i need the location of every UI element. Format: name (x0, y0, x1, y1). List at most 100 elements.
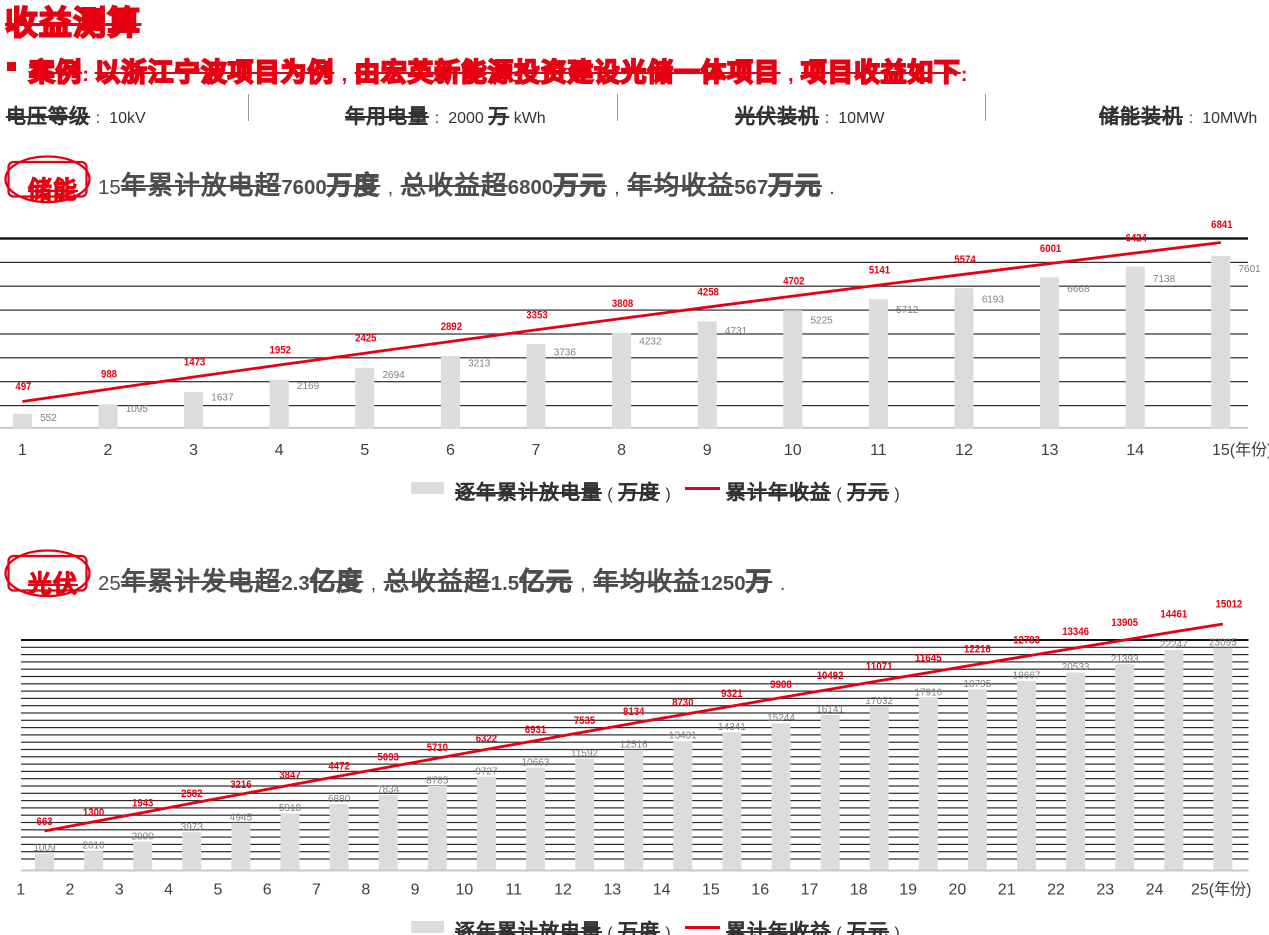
svg-text:3808: 3808 (612, 298, 633, 310)
svg-text:1473: 1473 (184, 357, 205, 369)
svg-text:22: 22 (1047, 882, 1065, 899)
svg-text:1: 1 (18, 442, 27, 459)
svg-text:9: 9 (703, 442, 712, 459)
svg-text:8785: 8785 (426, 775, 449, 786)
svg-text:8: 8 (361, 882, 370, 899)
svg-text:3847: 3847 (279, 770, 300, 782)
svg-text:6322: 6322 (476, 733, 497, 745)
svg-text:8: 8 (617, 442, 626, 459)
svg-text:11071: 11071 (866, 661, 893, 673)
svg-text:14: 14 (1126, 442, 1144, 459)
svg-text:497: 497 (15, 381, 31, 393)
svg-text:18795: 18795 (963, 679, 991, 690)
svg-text:13: 13 (1041, 442, 1059, 459)
svg-text:1637: 1637 (211, 393, 234, 404)
svg-text:24: 24 (1146, 882, 1164, 899)
svg-text:16141: 16141 (816, 705, 844, 716)
svg-text:5: 5 (213, 882, 222, 899)
svg-text:11592: 11592 (571, 748, 599, 759)
svg-text:6: 6 (263, 882, 272, 899)
svg-text:4945: 4945 (230, 812, 253, 823)
svg-text:2694: 2694 (383, 370, 406, 381)
svg-text:2: 2 (66, 882, 75, 899)
svg-text:10: 10 (456, 882, 474, 899)
svg-text:5574: 5574 (954, 254, 976, 266)
svg-text:7535: 7535 (574, 715, 595, 727)
svg-text:13905: 13905 (1111, 617, 1138, 629)
svg-text:4702: 4702 (783, 276, 804, 288)
svg-text:2582: 2582 (181, 788, 202, 800)
svg-text:2010: 2010 (82, 841, 105, 852)
svg-text:19: 19 (899, 882, 917, 899)
svg-text:11645: 11645 (915, 652, 942, 664)
svg-text:4472: 4472 (328, 761, 349, 773)
svg-text:14461: 14461 (1160, 609, 1187, 621)
svg-text:2892: 2892 (441, 321, 462, 333)
svg-text:12516: 12516 (620, 739, 648, 750)
svg-text:1943: 1943 (132, 798, 153, 810)
svg-text:18: 18 (850, 882, 868, 899)
svg-text:2990: 2990 (132, 831, 155, 842)
svg-text:20: 20 (949, 882, 967, 899)
svg-text:23: 23 (1096, 882, 1114, 899)
svg-text:15(年份): 15(年份) (1212, 441, 1269, 459)
svg-text:3216: 3216 (230, 779, 251, 791)
svg-text:5141: 5141 (869, 265, 890, 277)
svg-text:6931: 6931 (525, 724, 546, 736)
svg-text:6880: 6880 (328, 794, 351, 805)
svg-text:12: 12 (955, 442, 973, 459)
svg-text:1009: 1009 (33, 843, 56, 854)
svg-text:3: 3 (115, 882, 124, 899)
svg-text:6668: 6668 (1067, 284, 1090, 295)
svg-text:1095: 1095 (126, 404, 149, 415)
svg-text:15012: 15012 (1216, 599, 1243, 611)
svg-text:12: 12 (554, 882, 572, 899)
svg-text:4232: 4232 (639, 337, 662, 348)
svg-text:6193: 6193 (982, 295, 1005, 306)
svg-text:7834: 7834 (377, 785, 400, 796)
svg-text:3353: 3353 (526, 309, 547, 321)
svg-text:23095: 23095 (1209, 637, 1237, 648)
svg-text:5710: 5710 (427, 742, 448, 754)
svg-text:5225: 5225 (811, 315, 834, 326)
svg-text:17: 17 (801, 882, 819, 899)
svg-text:7: 7 (532, 442, 541, 459)
svg-text:13: 13 (603, 882, 621, 899)
svg-text:3973: 3973 (181, 822, 204, 833)
svg-text:2425: 2425 (355, 333, 376, 345)
svg-text:25(年份): 25(年份) (1191, 881, 1251, 899)
svg-text:1952: 1952 (270, 345, 291, 357)
svg-text:6841: 6841 (1211, 219, 1232, 231)
svg-text:9: 9 (411, 882, 420, 899)
svg-text:5: 5 (360, 442, 369, 459)
svg-text:11: 11 (870, 442, 887, 459)
svg-text:21: 21 (998, 882, 1016, 899)
svg-text:2: 2 (104, 442, 113, 459)
svg-text:2169: 2169 (297, 381, 320, 392)
svg-text:14341: 14341 (718, 722, 746, 733)
svg-text:663: 663 (37, 816, 53, 828)
svg-text:988: 988 (101, 369, 117, 381)
svg-text:7138: 7138 (1153, 274, 1176, 285)
svg-text:1300: 1300 (83, 807, 104, 819)
svg-text:6001: 6001 (1040, 243, 1061, 255)
svg-text:5918: 5918 (279, 803, 302, 814)
svg-text:3736: 3736 (554, 347, 577, 358)
svg-text:19667: 19667 (1013, 671, 1041, 682)
svg-text:7: 7 (312, 882, 321, 899)
svg-text:9321: 9321 (721, 688, 742, 700)
svg-text:4731: 4731 (725, 326, 748, 337)
svg-text:13346: 13346 (1062, 626, 1089, 638)
svg-text:6424: 6424 (1126, 233, 1148, 245)
svg-text:7601: 7601 (1239, 264, 1262, 275)
svg-text:3: 3 (189, 442, 198, 459)
svg-text:11: 11 (505, 882, 522, 899)
svg-text:17916: 17916 (914, 687, 942, 698)
svg-text:4258: 4258 (698, 287, 719, 299)
svg-text:13431: 13431 (669, 731, 697, 742)
svg-text:20533: 20533 (1062, 662, 1090, 673)
svg-text:5712: 5712 (896, 305, 919, 316)
svg-text:5093: 5093 (378, 751, 399, 763)
svg-text:8134: 8134 (623, 706, 645, 718)
svg-text:552: 552 (40, 413, 57, 424)
